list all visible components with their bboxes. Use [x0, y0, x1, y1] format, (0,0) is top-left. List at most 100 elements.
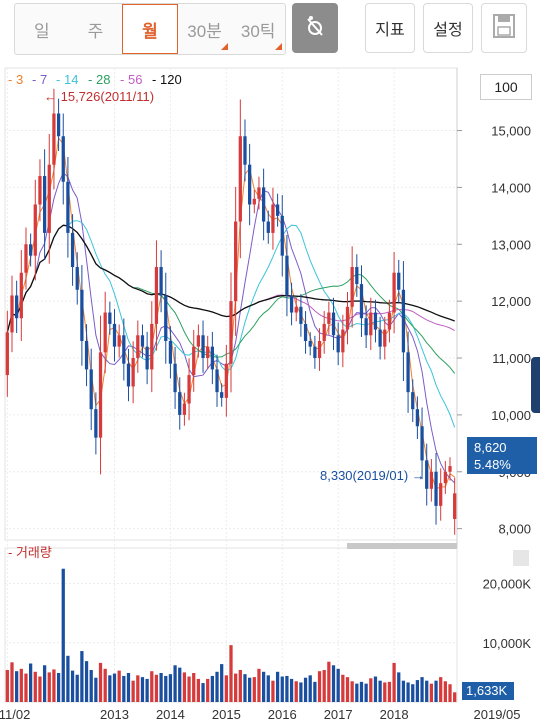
- volume-bar: [61, 568, 65, 702]
- candle-body: [98, 352, 103, 438]
- candle-body: [261, 187, 266, 222]
- candle-body: [201, 335, 205, 359]
- indicator-button[interactable]: 지표: [365, 3, 415, 53]
- candle-body: [415, 409, 420, 427]
- volume-bar: [243, 674, 247, 702]
- volume-bar: [350, 681, 354, 702]
- candle-body: [70, 232, 75, 268]
- volume-bar: [378, 680, 382, 702]
- legend-dash: -: [56, 72, 60, 87]
- volume-bar: [136, 675, 140, 702]
- time-tick-label: 2019/05: [474, 707, 521, 722]
- price-tick-label: 11,000: [492, 351, 531, 366]
- candle-body: [159, 267, 163, 296]
- candle-body: [47, 164, 51, 233]
- candle-body: [140, 335, 145, 347]
- candle-body: [331, 312, 336, 336]
- period-button-4[interactable]: 30틱: [231, 4, 285, 54]
- candle-body: [355, 267, 359, 285]
- current-price-box: 8,620 5.48%: [467, 437, 537, 474]
- candle-body: [56, 113, 61, 137]
- volume-bar: [266, 675, 270, 702]
- period-button-2[interactable]: 월: [122, 4, 178, 54]
- volume-bar: [453, 692, 457, 702]
- period-label: 주: [87, 21, 104, 41]
- volume-bar: [210, 675, 214, 702]
- candle-body: [317, 340, 322, 359]
- settings-label: 설정: [433, 22, 463, 39]
- volume-bar: [425, 680, 429, 702]
- legend-label-3: 3: [16, 72, 23, 87]
- volume-tick-label: 20,000K: [483, 577, 532, 592]
- volume-bar: [28, 663, 33, 702]
- candle-body: [24, 244, 28, 273]
- volume-bar: [126, 672, 131, 702]
- candle-body: [131, 358, 135, 387]
- chart-toolbar: 일 주 월 30분 30틱 지표 설정: [0, 0, 540, 62]
- candle-body: [378, 329, 382, 347]
- volume-bar: [429, 683, 434, 702]
- period-button-0[interactable]: 일: [15, 4, 69, 54]
- draw-tool-button[interactable]: [292, 3, 338, 53]
- time-tick-label: 2014: [156, 707, 185, 722]
- volume-bar: [299, 682, 303, 702]
- volume-close-icon: [513, 550, 529, 566]
- high-annotation: ← 15,726(2011/11): [44, 89, 154, 104]
- period-button-1[interactable]: 주: [69, 4, 123, 54]
- volume-bar: [89, 670, 93, 702]
- volume-title: - 거래량: [8, 545, 52, 560]
- candle-body: [173, 363, 177, 393]
- volume-bar: [322, 670, 326, 702]
- candle-body: [112, 323, 117, 347]
- candle-body: [145, 346, 149, 370]
- candle-body: [224, 363, 228, 398]
- candle-body: [336, 335, 340, 353]
- candle-body: [271, 204, 275, 233]
- volume-bar: [303, 677, 308, 702]
- volume-bar: [294, 681, 298, 702]
- volume-bar: [19, 668, 23, 702]
- candle-body: [299, 306, 303, 324]
- volume-bar: [313, 681, 317, 702]
- volume-bar: [383, 682, 387, 702]
- volume-bar: [112, 673, 117, 702]
- candle-body: [234, 221, 238, 302]
- volume-bar: [168, 674, 173, 702]
- candle-body: [434, 471, 438, 506]
- time-tick-label: 2015: [212, 707, 241, 722]
- candle-body: [275, 204, 280, 216]
- save-button[interactable]: [481, 3, 527, 53]
- scroll-handle[interactable]: [531, 357, 540, 413]
- candle-body: [154, 267, 159, 324]
- zoom-level-box[interactable]: 100: [480, 74, 532, 100]
- volume-bar: [327, 661, 331, 702]
- volume-bar: [201, 683, 205, 702]
- volume-bar: [75, 674, 79, 702]
- volume-bar: [38, 676, 42, 702]
- period-button-3[interactable]: 30분: [178, 4, 232, 54]
- candle-body: [448, 466, 452, 472]
- candle-body: [420, 426, 424, 461]
- candle-body: [19, 272, 23, 319]
- volume-bar: [10, 662, 14, 702]
- candle-body: [38, 176, 42, 205]
- period-label: 30틱: [240, 21, 276, 41]
- period-selector: 일 주 월 30분 30틱: [14, 3, 286, 55]
- volume-bar: [164, 675, 168, 702]
- candle-body: [136, 335, 140, 359]
- volume-bar: [229, 645, 233, 702]
- candle-body: [103, 312, 107, 353]
- time-tick-label: 2017: [324, 707, 353, 722]
- volume-bar: [117, 670, 121, 702]
- settings-button[interactable]: 설정: [423, 3, 473, 53]
- volume-bar: [345, 677, 350, 702]
- period-label: 월: [142, 21, 158, 41]
- price-tick-label: 10,000: [491, 408, 531, 423]
- legend-dash: -: [32, 72, 36, 87]
- volume-bar: [42, 665, 47, 702]
- candle-body: [313, 346, 317, 359]
- volume-bar: [397, 672, 401, 702]
- volume-bar: [24, 673, 28, 702]
- legend-dash: -: [88, 72, 92, 87]
